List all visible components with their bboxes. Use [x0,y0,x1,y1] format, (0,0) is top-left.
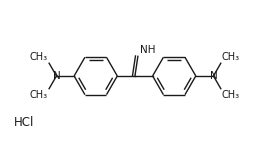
Text: CH₃: CH₃ [30,90,48,100]
Text: HCl: HCl [14,116,35,129]
Text: CH₃: CH₃ [222,90,240,100]
Text: N: N [52,71,60,81]
Text: N: N [210,71,217,81]
Text: CH₃: CH₃ [222,52,240,62]
Text: CH₃: CH₃ [30,52,48,62]
Text: NH: NH [140,45,155,55]
